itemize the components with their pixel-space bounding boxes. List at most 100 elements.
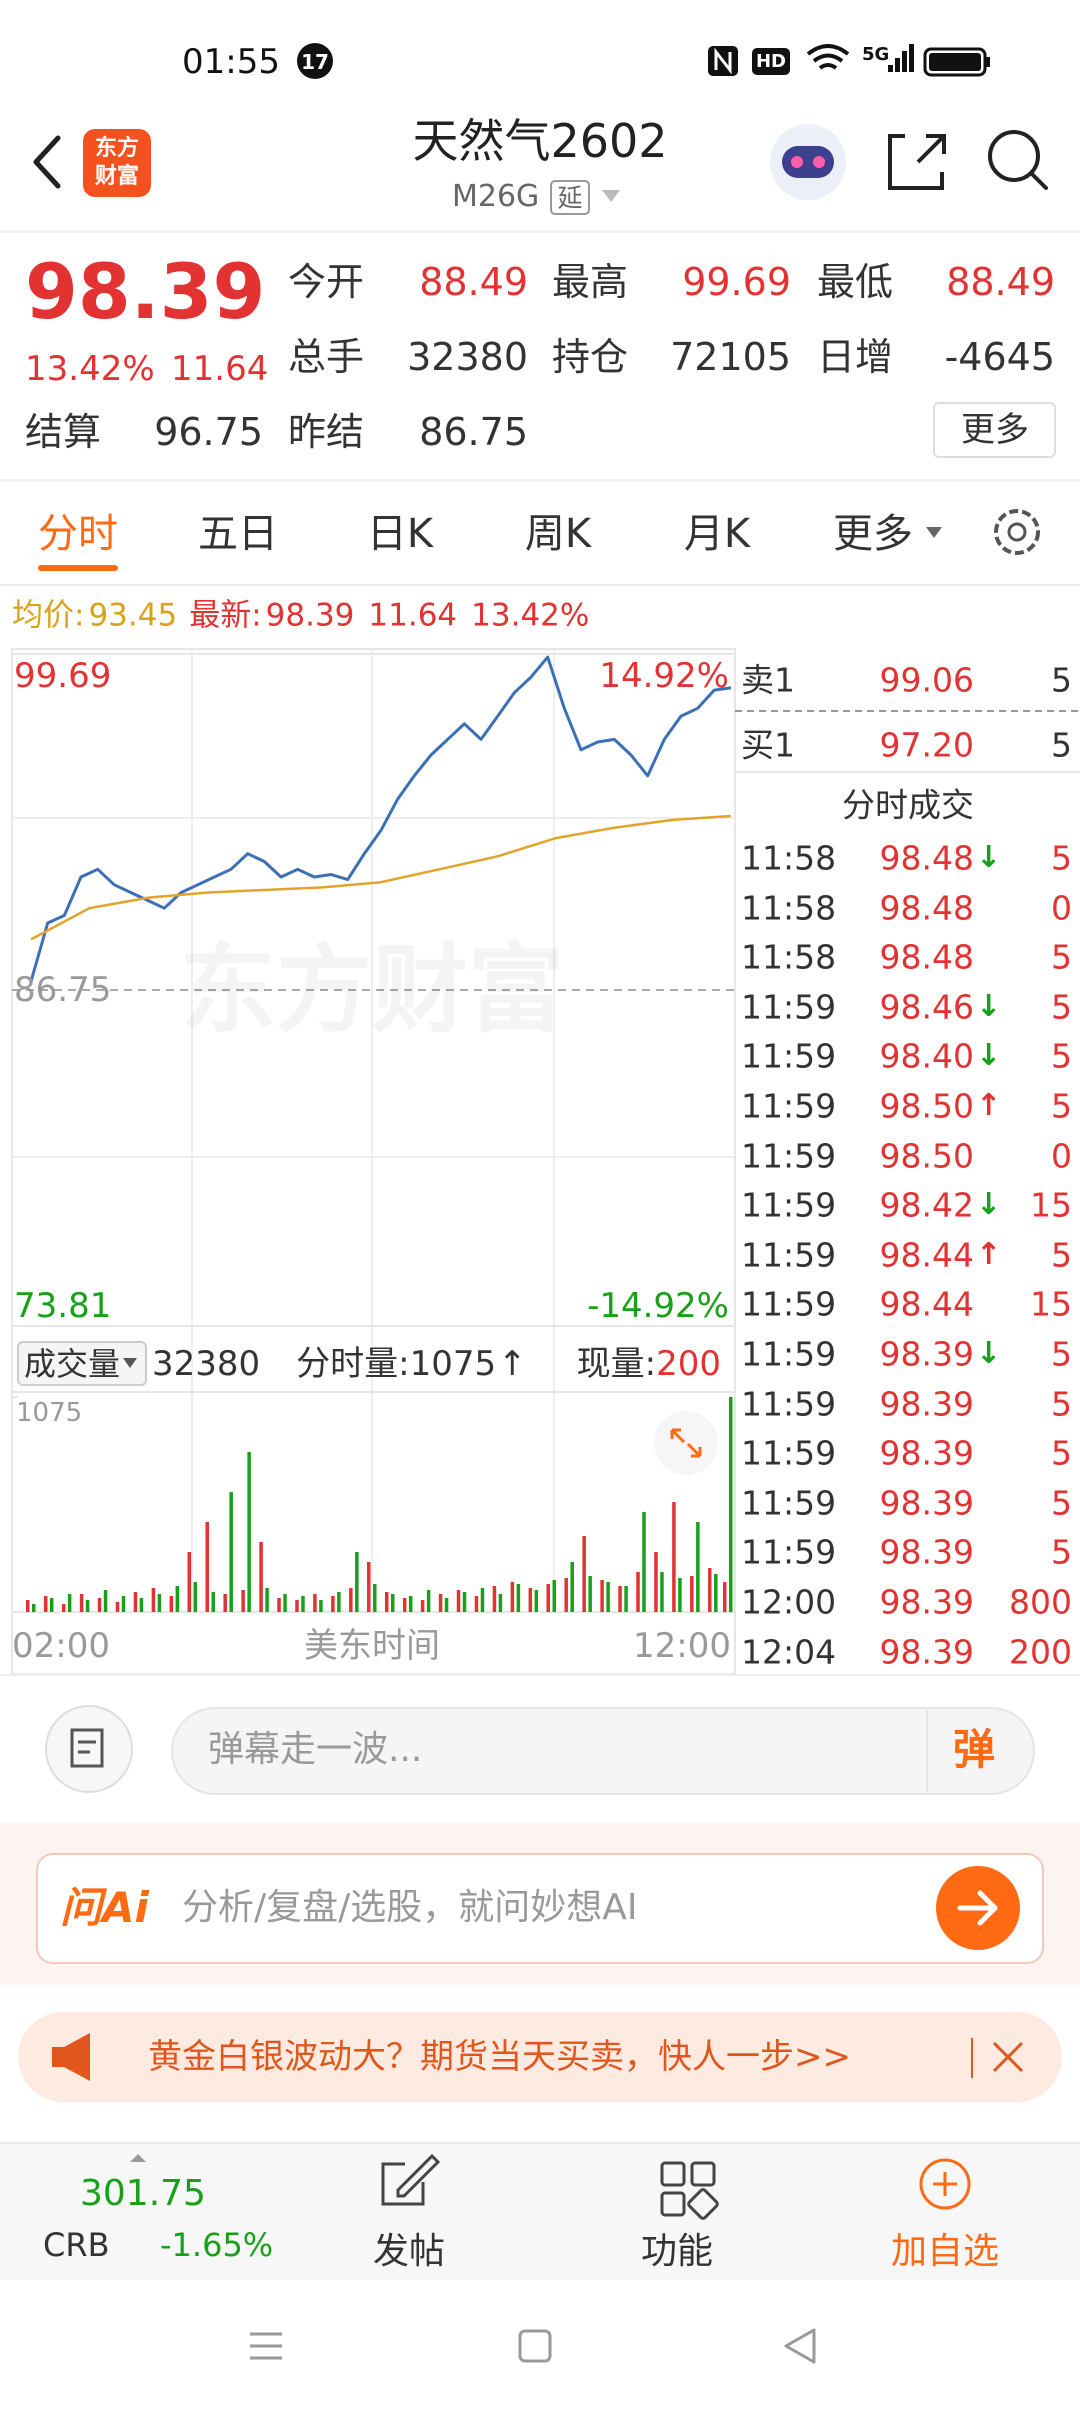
comment-input[interactable] [171, 1707, 1035, 1795]
field-value: 86.75 [419, 410, 528, 454]
danmaku-button[interactable]: 弹 [952, 1725, 996, 1774]
trade-volume: 15 [1030, 1185, 1072, 1225]
tab[interactable]: 五日 [198, 511, 278, 557]
trade-time: 12:00 [741, 1582, 837, 1622]
ai-placeholder[interactable]: 分析/复盘/选股，就问妙想AI [182, 1887, 638, 1928]
field-value: 72105 [670, 335, 791, 379]
trade-price: 98.39 [879, 1433, 974, 1473]
logo-text: 东方 [94, 136, 140, 161]
function-icon[interactable] [687, 2188, 719, 2220]
bottom-item[interactable]: 功能 [640, 2231, 714, 2272]
more-button-label[interactable]: 更多 [961, 410, 1029, 450]
back-button[interactable] [33, 135, 61, 189]
volume-bar [582, 1536, 586, 1612]
volume-title: 成交量 [24, 1345, 121, 1383]
share-button[interactable] [888, 134, 946, 190]
bottom-bar [0, 2143, 1080, 2280]
volume-bar [223, 1594, 227, 1612]
title: 天然气2602 [412, 114, 668, 168]
nav-back[interactable] [784, 2328, 816, 2364]
volume-bar [696, 1522, 700, 1612]
bottom-item[interactable]: 加自选 [890, 2231, 1000, 2272]
x-axis-label: 美东时间 [304, 1626, 440, 1666]
volume-bar [546, 1584, 551, 1612]
banner-text[interactable]: 黄金白银波动大？期货当天买卖，快人一步>> [148, 2037, 851, 2077]
danmaku-settings[interactable] [45, 1705, 133, 1793]
tab[interactable]: 月K [683, 511, 751, 557]
megaphone [52, 2033, 90, 2081]
trade-volume: 5 [1051, 1433, 1072, 1473]
index-caret [130, 2154, 146, 2162]
change-pct: 13.42% [25, 349, 155, 389]
volume-selector[interactable] [17, 1341, 147, 1386]
banner-close[interactable] [992, 2041, 1024, 2073]
post-icon[interactable] [381, 2153, 441, 2206]
add-watch-icon[interactable] [919, 2158, 971, 2210]
bid-qty: 5 [1051, 725, 1072, 765]
expand-button[interactable] [654, 1411, 718, 1475]
trade-volume: 5 [1051, 1036, 1072, 1076]
tab[interactable]: 日K [366, 511, 434, 557]
tab[interactable]: 周K [524, 511, 592, 557]
trade-price: 98.39 [879, 1384, 974, 1424]
volume-bar [259, 1542, 263, 1612]
more-button[interactable] [933, 402, 1056, 458]
volume-bar [85, 1600, 90, 1612]
trade-time: 11:59 [741, 1433, 837, 1473]
trade-price: 98.48 [879, 888, 974, 928]
trade-price: 98.50 [879, 1086, 974, 1126]
trade-volume: 0 [1051, 1136, 1072, 1176]
trade-volume: 5 [1051, 1086, 1072, 1126]
change: 11.64 [368, 597, 458, 634]
volume-bar [462, 1592, 467, 1612]
volume-bar [133, 1592, 138, 1612]
search-button[interactable] [988, 130, 1040, 182]
trade-volume: 5 [1051, 1384, 1072, 1424]
tab[interactable]: 更多 [833, 511, 913, 557]
tab-dropdown [926, 527, 942, 538]
current-volume: 200 [656, 1344, 722, 1384]
volume-bar [570, 1562, 574, 1612]
volume-bar [390, 1594, 395, 1612]
function-icon[interactable] [660, 2161, 686, 2187]
trade-volume: 5 [1051, 1532, 1072, 1572]
settings-button[interactable] [994, 509, 1040, 555]
volume-bar [121, 1596, 126, 1612]
ai-input[interactable] [36, 1853, 1044, 1964]
trade-direction: ↑ [976, 1088, 1002, 1123]
volume-bar [331, 1596, 335, 1612]
avg-value: 93.45 [88, 597, 178, 634]
current-volume-label: 现量: [576, 1344, 657, 1384]
function-icon[interactable] [660, 2191, 686, 2217]
search-handle [1029, 171, 1048, 190]
tab[interactable]: 分时 [38, 511, 118, 557]
volume-bar [373, 1584, 377, 1612]
network-label: 5G [862, 44, 890, 65]
function-icon[interactable] [690, 2161, 716, 2187]
volume-bar [672, 1502, 676, 1612]
field-value: 88.49 [946, 260, 1055, 304]
volume-bar [552, 1580, 557, 1612]
volume-bar [714, 1574, 718, 1612]
volume-bar [277, 1598, 281, 1612]
trade-time: 11:58 [741, 888, 837, 928]
change-pct: 13.42% [471, 597, 590, 634]
volume-total: 32380 [152, 1344, 261, 1384]
index-change: -1.65% [160, 2226, 274, 2264]
delayed-tag: 延 [557, 183, 583, 213]
volume-bar [636, 1572, 640, 1612]
nav-home[interactable] [518, 2329, 552, 2363]
comment-placeholder[interactable]: 弹幕走一波... [208, 1729, 423, 1770]
volume-bar [295, 1600, 299, 1612]
volume-bar [193, 1582, 198, 1612]
promo-banner[interactable] [18, 2012, 1062, 2102]
expand-icon [670, 1428, 702, 1458]
field-label: 总手 [288, 335, 365, 379]
signal-bar [895, 58, 900, 72]
volume-bar [151, 1588, 156, 1612]
avg-price-line [30, 814, 732, 941]
bottom-item[interactable]: 发帖 [372, 2231, 446, 2272]
field-value: 99.69 [682, 260, 791, 304]
